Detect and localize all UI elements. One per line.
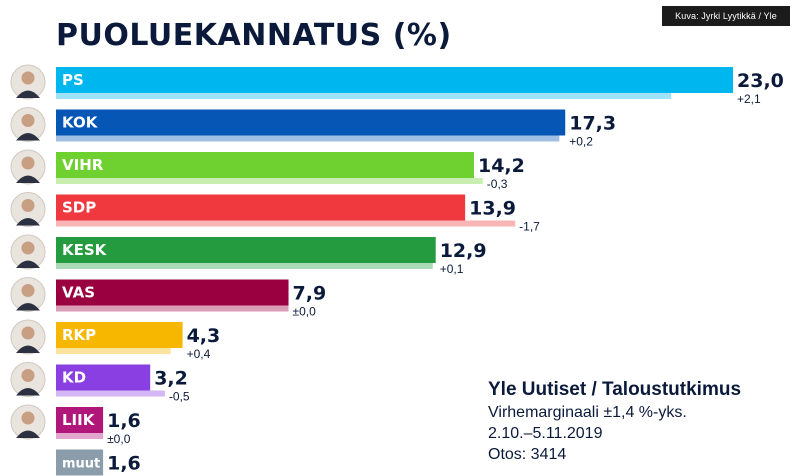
source-title: Yle Uutiset / Taloustutkimus (488, 379, 742, 400)
prev-bar-vas (56, 305, 289, 312)
bar-kd (56, 364, 151, 391)
change-label-kok: +0,2 (569, 135, 593, 149)
bar-label-kok: KOK (62, 114, 99, 132)
avatar-body-sdp (16, 218, 40, 226)
avatar-face-vihr (21, 156, 35, 170)
prev-bar-liik (56, 433, 104, 439)
avatar-face-vas (21, 284, 35, 297)
survey-period: 2.10.–5.11.2019 (488, 425, 603, 442)
avatar-face-kd (21, 369, 35, 382)
value-label-liik: 1,6 (107, 410, 141, 432)
avatar-body-ps (16, 90, 40, 98)
avatar-body-liik (16, 430, 40, 438)
bar-label-liik: LIIK (62, 411, 96, 429)
bar-kesk (56, 237, 436, 263)
change-label-liik: ±0,0 (107, 432, 131, 446)
change-label-kd: -0,5 (169, 390, 190, 404)
prev-bar-kok (56, 135, 560, 142)
value-label-vas: 7,9 (293, 283, 327, 305)
avatar-body-kd (16, 388, 40, 396)
avatar-body-vihr (16, 175, 40, 183)
bar-label-vas: VAS (62, 284, 95, 302)
avatar-face-kok (21, 114, 35, 127)
prev-bar-ps (56, 93, 672, 99)
photo-credit: Kuva: Jyrki Lyytikkä / Yle (662, 6, 790, 26)
change-label-ps: +2,1 (737, 92, 761, 106)
bar-label-sdp: SDP (62, 199, 96, 217)
bar-label-kesk: KESK (62, 241, 108, 259)
bar-sdp (56, 194, 466, 221)
prev-bar-kd (56, 390, 165, 397)
change-label-sdp: -1,7 (519, 220, 540, 234)
prev-bar-vihr (56, 178, 483, 184)
bar-rkp (56, 322, 183, 348)
bar-label-vihr: VIHR (62, 156, 104, 174)
avatar-face-sdp (21, 199, 35, 212)
bar-kok (56, 109, 566, 136)
chart-title: PUOLUEKANNATUS (%) (56, 18, 452, 53)
value-label-vihr: 14,2 (478, 155, 525, 177)
value-label-muut: 1,6 (107, 453, 141, 475)
avatar-face-rkp (21, 326, 35, 340)
bar-label-rkp: RKP (62, 326, 96, 344)
margin-of-error: Virhemarginaali ±1,4 %-yks. (488, 404, 687, 421)
bar-label-muut: muut (62, 457, 100, 472)
value-label-kok: 17,3 (569, 113, 616, 135)
change-label-vihr: -0,3 (487, 177, 508, 191)
change-label-vas: ±0,0 (293, 305, 317, 319)
prev-bar-rkp (56, 348, 171, 354)
avatar-face-ps (21, 71, 35, 85)
source-info: Yle Uutiset / Taloustutkimus Virhemargin… (488, 378, 788, 465)
change-label-rkp: +0,4 (187, 347, 211, 361)
value-label-kesk: 12,9 (440, 240, 487, 262)
prev-bar-sdp (56, 220, 516, 227)
value-label-kd: 3,2 (154, 368, 188, 390)
bar-label-kd: KD (62, 369, 86, 387)
change-label-kesk: +0,1 (440, 262, 464, 276)
bar-label-ps: PS (62, 71, 84, 89)
bar-muut (56, 449, 104, 476)
bar-ps (56, 67, 733, 93)
bar-vas (56, 279, 289, 306)
avatar-face-liik (21, 411, 35, 425)
bar-liik (56, 407, 104, 433)
value-label-ps: 23,0 (737, 70, 784, 92)
avatar-body-kok (16, 133, 40, 141)
value-label-sdp: 13,9 (469, 198, 516, 220)
value-label-rkp: 4,3 (187, 325, 221, 347)
avatar-body-vas (16, 303, 40, 311)
avatar-body-kesk (16, 260, 40, 268)
prev-bar-kesk (56, 263, 433, 269)
bar-vihr (56, 152, 474, 178)
sample-size: Otos: 3414 (488, 446, 567, 463)
avatar-face-kesk (21, 241, 35, 255)
avatar-body-rkp (16, 345, 40, 353)
